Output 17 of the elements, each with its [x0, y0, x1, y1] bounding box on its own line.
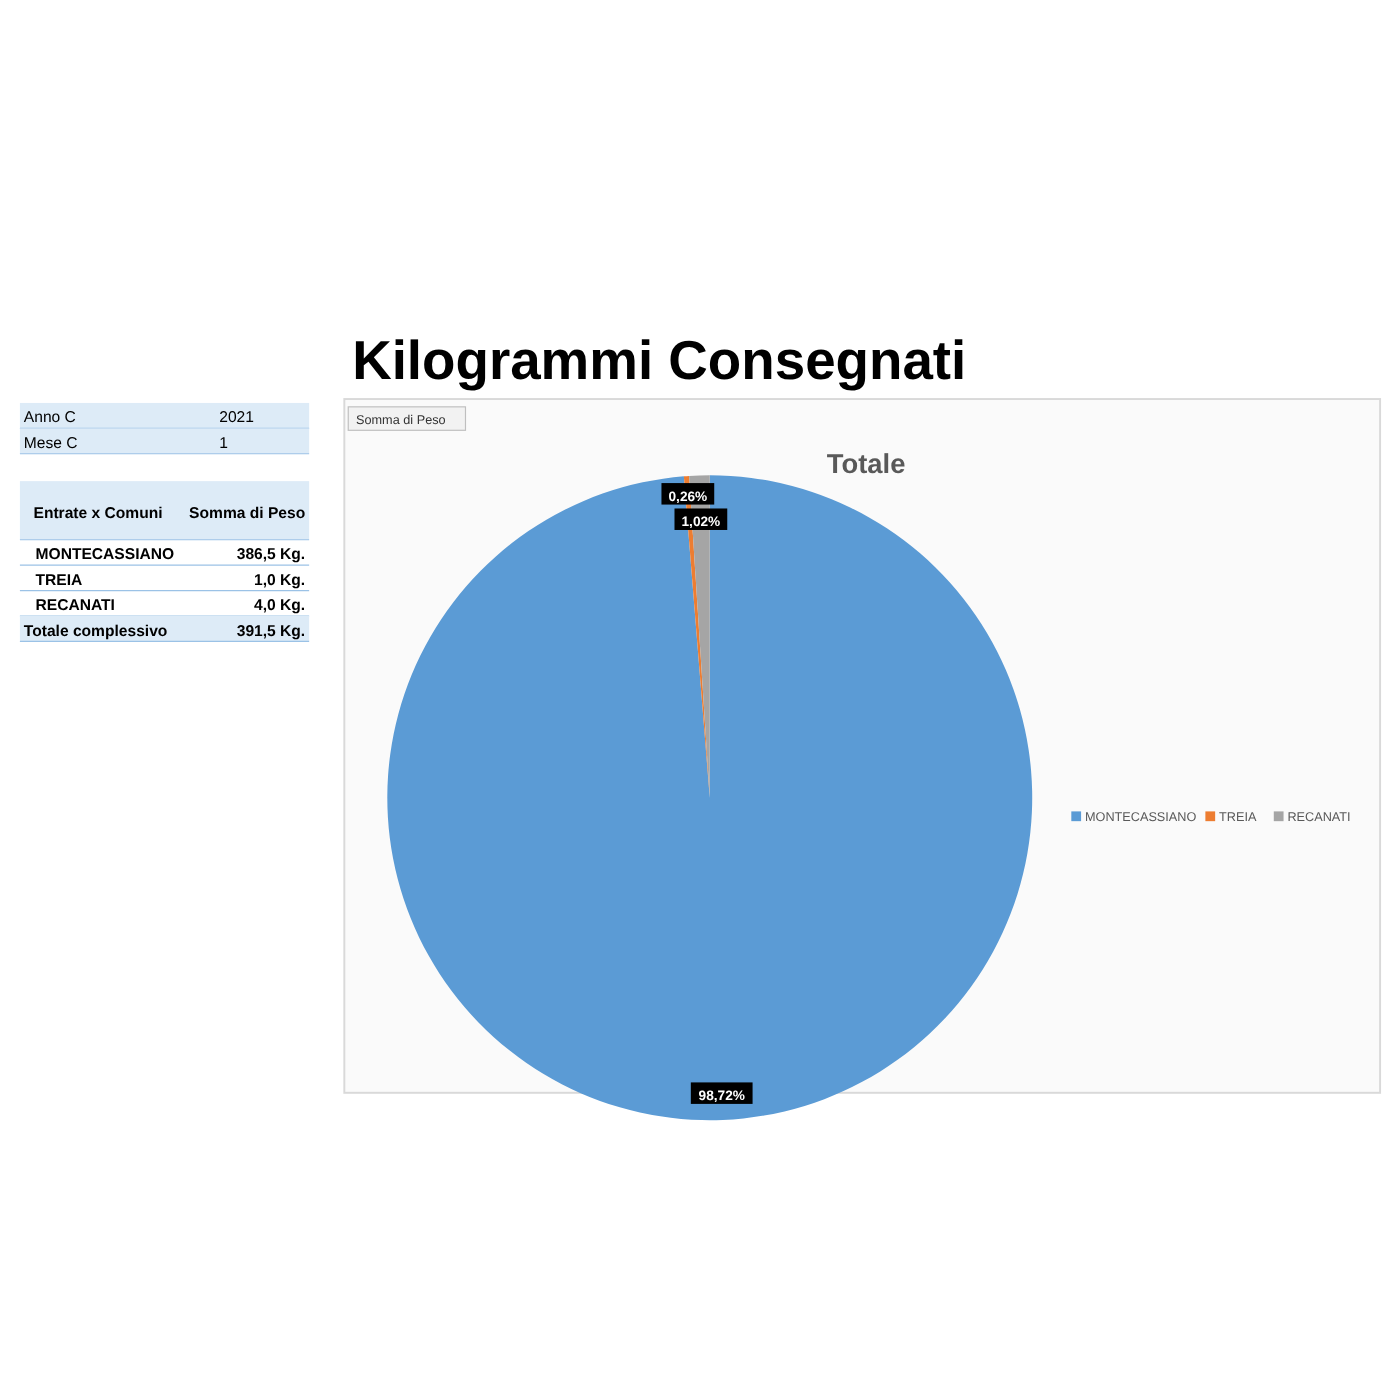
text: Somma di Peso [189, 504, 306, 523]
text: TREIA [35, 570, 84, 589]
text: Entrate x Comuni [33, 504, 163, 523]
text: Anno C [23, 408, 77, 427]
chart-subtitle: Totale [826, 449, 907, 480]
text: 1 [219, 433, 228, 452]
text: 2021 [219, 408, 254, 427]
text: 4,0 Kg. [254, 596, 306, 615]
text: Mese C [23, 433, 79, 452]
chart-title: Kilogrammi Consegnati [352, 329, 967, 392]
pie-slice [387, 475, 1033, 1120]
text: 391,5 Kg. [236, 621, 306, 640]
text: 1,0 Kg. [254, 570, 306, 589]
text: RECANATI [35, 596, 115, 615]
text: MONTECASSIANO [35, 545, 175, 564]
text: Totale complessivo [23, 621, 168, 640]
text: 386,5 Kg. [236, 545, 306, 564]
